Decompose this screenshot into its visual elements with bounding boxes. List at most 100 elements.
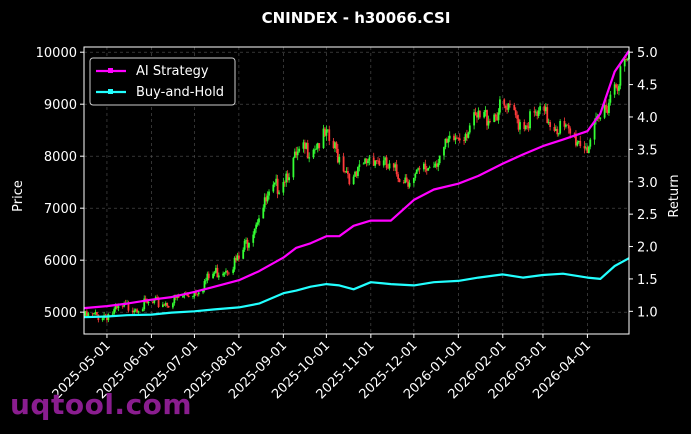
- candle-body: [164, 302, 167, 306]
- plot-border: [83, 46, 630, 335]
- candle-body: [579, 140, 582, 147]
- candle-body: [243, 240, 246, 250]
- candle-body: [358, 164, 361, 168]
- candle-body: [94, 312, 97, 314]
- y-tick-label-right: 5.0: [637, 46, 658, 61]
- candle-body: [296, 151, 299, 156]
- candle-body: [293, 151, 296, 158]
- candle-body: [131, 310, 134, 313]
- candle-body: [354, 171, 356, 177]
- candle-body: [457, 137, 460, 139]
- candle-body: [253, 228, 256, 235]
- candle-body: [587, 146, 590, 154]
- candle-body: [156, 297, 159, 299]
- candle-body: [206, 273, 209, 281]
- candle-body: [384, 157, 387, 161]
- candle-body: [577, 140, 580, 143]
- candle-body: [338, 156, 341, 163]
- legend-label-ai-strategy: AI Strategy: [136, 64, 209, 79]
- candle-body: [117, 306, 120, 309]
- candle-body: [172, 303, 174, 308]
- candle-body: [263, 197, 266, 208]
- candle-body: [625, 59, 628, 60]
- candle-body: [503, 99, 506, 106]
- candle-body: [517, 118, 520, 130]
- candle-body: [486, 110, 488, 126]
- candle-body: [466, 134, 468, 138]
- candle-body: [367, 160, 369, 164]
- candle-body: [377, 160, 379, 162]
- candle-body: [405, 177, 408, 182]
- candle-body: [613, 84, 616, 95]
- legend-marker-buy-and-hold: [108, 89, 113, 94]
- candle-body: [513, 104, 516, 111]
- legend-marker-ai-strategy: [108, 68, 113, 73]
- candle-body: [193, 292, 196, 297]
- series-line-buy-and-hold: [83, 257, 630, 319]
- candle-body: [437, 163, 440, 167]
- candle-body: [203, 281, 206, 290]
- candle-body: [144, 298, 147, 301]
- candle-body: [547, 122, 550, 123]
- candle-body: [533, 111, 536, 113]
- candle-body: [408, 182, 411, 187]
- candle-body: [186, 294, 189, 296]
- candle-body: [506, 108, 508, 110]
- candle-body: [504, 105, 507, 109]
- candle-body: [488, 120, 491, 123]
- candle-body: [202, 289, 204, 293]
- candle-body: [438, 155, 441, 164]
- candle-body: [428, 167, 431, 169]
- candle-body: [566, 124, 569, 126]
- candle-body: [557, 133, 560, 135]
- candle-body: [197, 292, 200, 295]
- candle-body: [222, 273, 225, 276]
- candle-body: [322, 128, 325, 148]
- candle-body: [474, 112, 477, 115]
- y-tick-label-right: 4.5: [637, 79, 658, 94]
- y-tick-label-left: 9000: [44, 98, 77, 113]
- candle-body: [194, 292, 197, 294]
- candle-body: [226, 270, 229, 273]
- candle-body: [346, 171, 349, 175]
- y-tick-label-left: 10000: [36, 46, 77, 61]
- candle-body: [233, 257, 236, 270]
- candle-body: [258, 218, 260, 223]
- y-tick-label-right: 1.5: [637, 273, 658, 288]
- candle-body: [392, 163, 395, 168]
- candle-body: [385, 157, 388, 168]
- candle-body: [96, 312, 98, 315]
- candle-body: [237, 255, 240, 259]
- candle-body: [143, 298, 146, 310]
- legend: AI Strategy Buy-and-Hold: [89, 57, 236, 106]
- candle-body: [425, 168, 428, 171]
- candle-body: [286, 173, 289, 181]
- candle-body: [116, 305, 118, 309]
- candle-body: [623, 59, 626, 67]
- candle-body: [278, 192, 280, 194]
- candle-body: [546, 107, 549, 123]
- candle-body: [527, 126, 530, 129]
- candle-body: [477, 110, 480, 118]
- candle-body: [589, 139, 592, 147]
- y-tick-label-right: 1.0: [637, 305, 658, 320]
- candle-body: [563, 120, 566, 127]
- candle-body: [236, 255, 239, 261]
- candle-body: [398, 178, 401, 183]
- candle-body: [585, 147, 587, 149]
- watermark-logo: uqtool.com: [10, 388, 193, 421]
- candle-body: [476, 114, 478, 118]
- candle-body: [288, 177, 290, 181]
- y-tick-label-right: 4.0: [637, 111, 658, 126]
- candle-body: [303, 142, 306, 149]
- candle-body: [245, 239, 247, 241]
- y-tick-label-left: 5000: [44, 306, 77, 321]
- candle-body: [255, 224, 258, 229]
- candle-body: [137, 311, 140, 313]
- legend-label-buy-and-hold: Buy-and-Hold: [136, 85, 224, 100]
- candle-body: [227, 272, 230, 274]
- y-axis-label-right: Return: [667, 174, 682, 217]
- candle-body: [606, 109, 609, 114]
- candle-body: [519, 122, 521, 130]
